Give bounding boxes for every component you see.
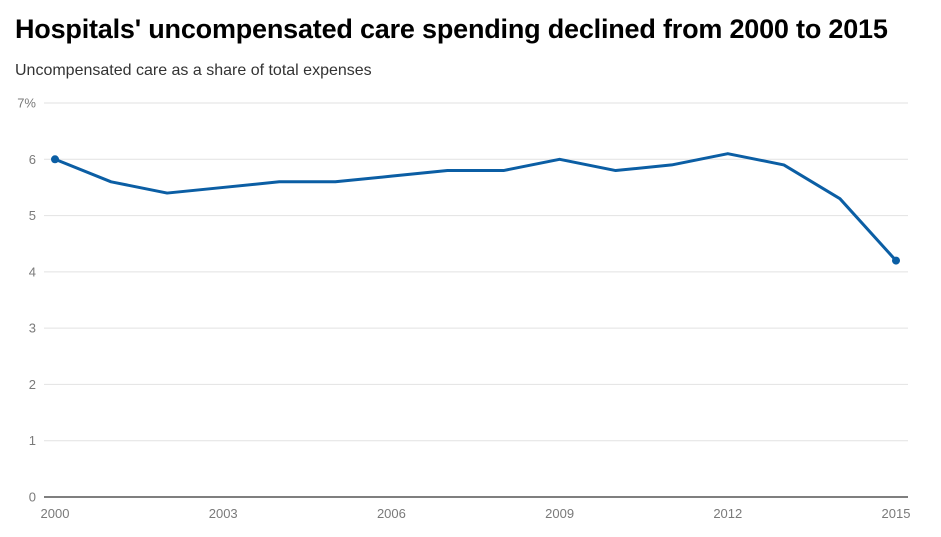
chart-subtitle: Uncompensated care as a share of total e… bbox=[15, 62, 372, 79]
series-line bbox=[53, 152, 898, 263]
chart-title: Hospitals' uncompensated care spending d… bbox=[15, 14, 888, 44]
y-tick-label: 0 bbox=[29, 490, 36, 505]
y-tick-label: 5 bbox=[29, 208, 36, 223]
grid-lines bbox=[44, 102, 908, 498]
y-tick-label: 2 bbox=[29, 377, 36, 392]
y-tick-label: 6 bbox=[29, 152, 36, 167]
x-tick-label: 2003 bbox=[209, 506, 238, 521]
y-tick-label: 4 bbox=[29, 264, 36, 279]
y-tick-label: 1 bbox=[29, 433, 36, 448]
x-tick-label: 2012 bbox=[713, 506, 742, 521]
y-tick-label: 3 bbox=[29, 321, 36, 336]
x-tick-label: 2006 bbox=[377, 506, 406, 521]
y-axis-labels: 0 1 2 3 4 5 6 7% bbox=[17, 96, 36, 505]
endpoint-marker bbox=[51, 155, 59, 164]
x-tick-label: 2000 bbox=[41, 506, 70, 521]
endpoint-marker bbox=[892, 256, 900, 265]
x-tick-label: 2015 bbox=[882, 506, 911, 521]
series-layer bbox=[51, 152, 900, 265]
y-tick-label: 7% bbox=[17, 96, 36, 111]
x-tick-label: 2009 bbox=[545, 506, 574, 521]
x-axis-labels: 2000 2003 2006 2009 2012 2015 bbox=[41, 506, 911, 521]
